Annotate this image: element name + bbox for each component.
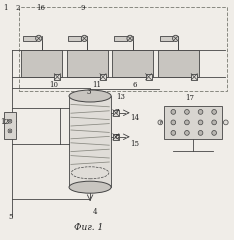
Text: 12: 12 [0, 118, 9, 126]
Circle shape [171, 120, 176, 125]
Bar [191, 74, 197, 80]
Bar [69, 96, 111, 187]
Text: 9: 9 [81, 4, 85, 12]
Text: Фиг. 1: Фиг. 1 [74, 223, 104, 232]
Bar [21, 50, 62, 77]
Circle shape [212, 131, 216, 135]
Circle shape [185, 131, 189, 135]
Text: 16: 16 [36, 4, 45, 12]
Circle shape [171, 109, 176, 114]
Text: 10: 10 [49, 81, 58, 89]
Circle shape [127, 35, 133, 42]
Bar [113, 134, 119, 140]
Text: 6: 6 [132, 81, 137, 89]
Circle shape [36, 35, 42, 42]
Circle shape [185, 120, 189, 125]
Bar [160, 36, 173, 41]
Text: 17: 17 [185, 94, 194, 102]
Bar [100, 74, 106, 80]
Text: 8: 8 [115, 133, 119, 141]
Bar [164, 106, 222, 139]
Bar [114, 36, 127, 41]
Bar [4, 112, 16, 139]
Circle shape [185, 109, 189, 114]
Bar [23, 36, 36, 41]
Ellipse shape [69, 181, 111, 193]
Text: 14: 14 [130, 114, 139, 122]
Circle shape [198, 120, 203, 125]
Bar [19, 7, 227, 91]
Text: 3: 3 [87, 88, 91, 96]
Circle shape [8, 119, 12, 123]
Text: 4: 4 [92, 208, 97, 216]
Bar [158, 50, 199, 77]
Circle shape [81, 35, 88, 42]
Bar [112, 50, 153, 77]
Bar [113, 110, 119, 116]
Text: 15: 15 [130, 140, 139, 148]
Bar [54, 74, 60, 80]
Circle shape [223, 120, 228, 125]
Text: 2: 2 [15, 4, 20, 12]
Circle shape [198, 109, 203, 114]
Text: 13: 13 [116, 93, 125, 101]
Circle shape [8, 129, 12, 133]
Text: 11: 11 [92, 81, 101, 89]
Circle shape [173, 35, 179, 42]
Circle shape [158, 120, 163, 125]
Circle shape [171, 131, 176, 135]
Bar [68, 36, 81, 41]
Circle shape [212, 120, 216, 125]
Bar [146, 74, 152, 80]
Ellipse shape [69, 90, 111, 102]
Text: 1: 1 [3, 4, 7, 12]
Text: 7: 7 [115, 108, 119, 116]
Bar [67, 50, 108, 77]
Text: 5: 5 [8, 213, 13, 221]
Circle shape [198, 131, 203, 135]
Circle shape [212, 109, 216, 114]
